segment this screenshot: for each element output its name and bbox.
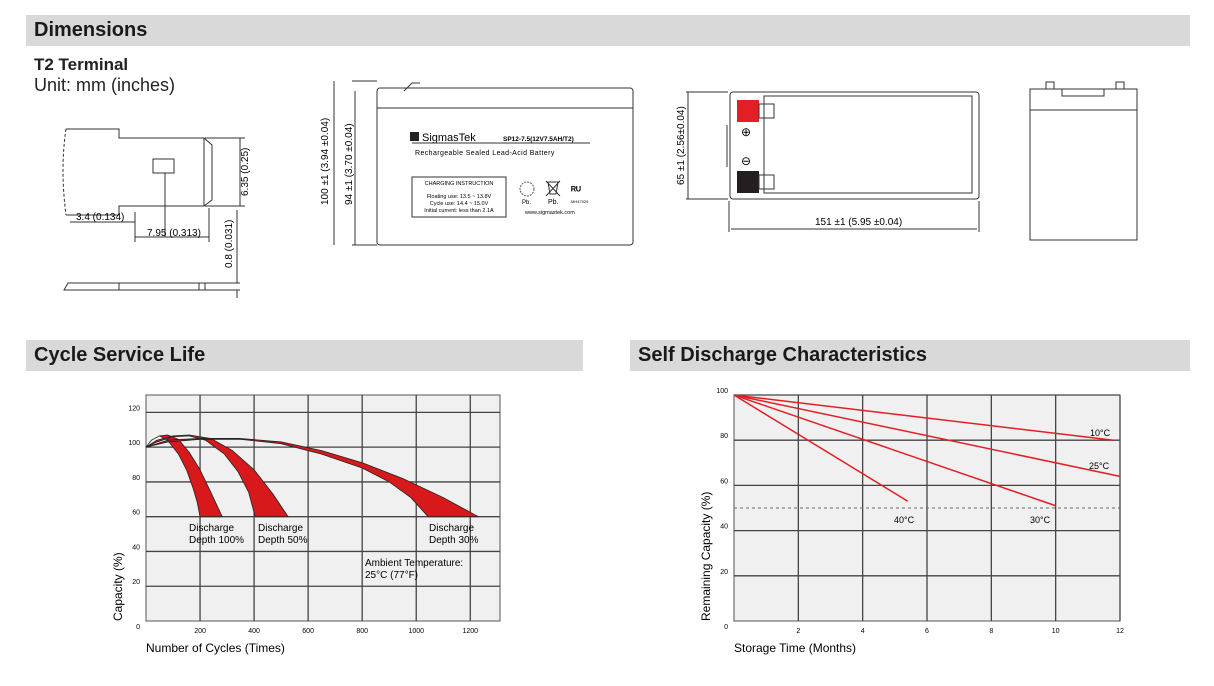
y-tick-label: 100 <box>716 388 728 395</box>
self-discharge-header: Self Discharge Characteristics <box>630 340 1190 371</box>
dimensions-header: Dimensions <box>26 15 1190 46</box>
y-tick-label: 20 <box>720 569 728 576</box>
y-tick-label: 60 <box>720 478 728 485</box>
x-tick-label: 200 <box>194 628 206 635</box>
x-tick-label: 6 <box>925 628 929 635</box>
series-label: Depth 100% <box>189 535 244 546</box>
y-tick-label: 60 <box>132 510 140 517</box>
x-axis-label: Storage Time (Months) <box>734 641 856 655</box>
x-tick-label: 2 <box>796 628 800 635</box>
series-label: 30°C <box>1030 515 1051 525</box>
series-label: Depth 50% <box>258 535 308 546</box>
x-tick-label: 400 <box>248 628 260 635</box>
x-tick-label: 1200 <box>462 628 478 635</box>
series-line <box>733 394 1056 507</box>
series-label: 10°C <box>1090 428 1111 438</box>
x-tick-label: 12 <box>1116 628 1124 635</box>
cycle-life-header: Cycle Service Life <box>26 340 583 371</box>
y-tick-label: 100 <box>128 440 140 447</box>
x-tick-label: 800 <box>356 628 368 635</box>
ambient-temperature-note: Ambient Temperature: <box>365 558 463 569</box>
cycle-band-2 <box>145 434 289 518</box>
series-label: Discharge <box>429 523 474 534</box>
unit-label: Unit: mm (inches) <box>34 75 176 95</box>
y-tick-label: 120 <box>128 405 140 412</box>
series-label: Discharge <box>258 523 303 534</box>
y-tick-label: 80 <box>720 433 728 440</box>
y-tick-label: 0 <box>724 624 728 631</box>
y-tick-label: 40 <box>132 544 140 551</box>
x-tick-label: 8 <box>989 628 993 635</box>
x-tick-label: 600 <box>302 628 314 635</box>
y-axis-label: Capacity (%) <box>111 552 125 621</box>
y-tick-label: 80 <box>132 475 140 482</box>
terminal-title: T2 Terminal <box>34 55 129 74</box>
series-label: Discharge <box>189 523 234 534</box>
y-tick-label: 20 <box>132 579 140 586</box>
cycle-band-3 <box>145 438 479 518</box>
x-axis-label: Number of Cycles (Times) <box>146 641 285 655</box>
x-tick-label: 4 <box>861 628 865 635</box>
y-tick-label: 40 <box>720 524 728 531</box>
series-label: 40°C <box>894 515 915 525</box>
cycle-band-1 <box>145 434 223 518</box>
y-tick-label: 0 <box>136 624 140 631</box>
ambient-temperature-note: 25°C (77°F) <box>365 570 418 581</box>
series-line <box>733 394 909 502</box>
x-tick-label: 1000 <box>408 628 424 635</box>
y-axis-label: Remaining Capacity (%) <box>699 492 713 621</box>
series-line <box>733 394 1114 441</box>
x-tick-label: 10 <box>1052 628 1060 635</box>
series-label: 25°C <box>1089 461 1110 471</box>
series-line <box>733 394 1121 478</box>
series-label: Depth 30% <box>429 535 479 546</box>
